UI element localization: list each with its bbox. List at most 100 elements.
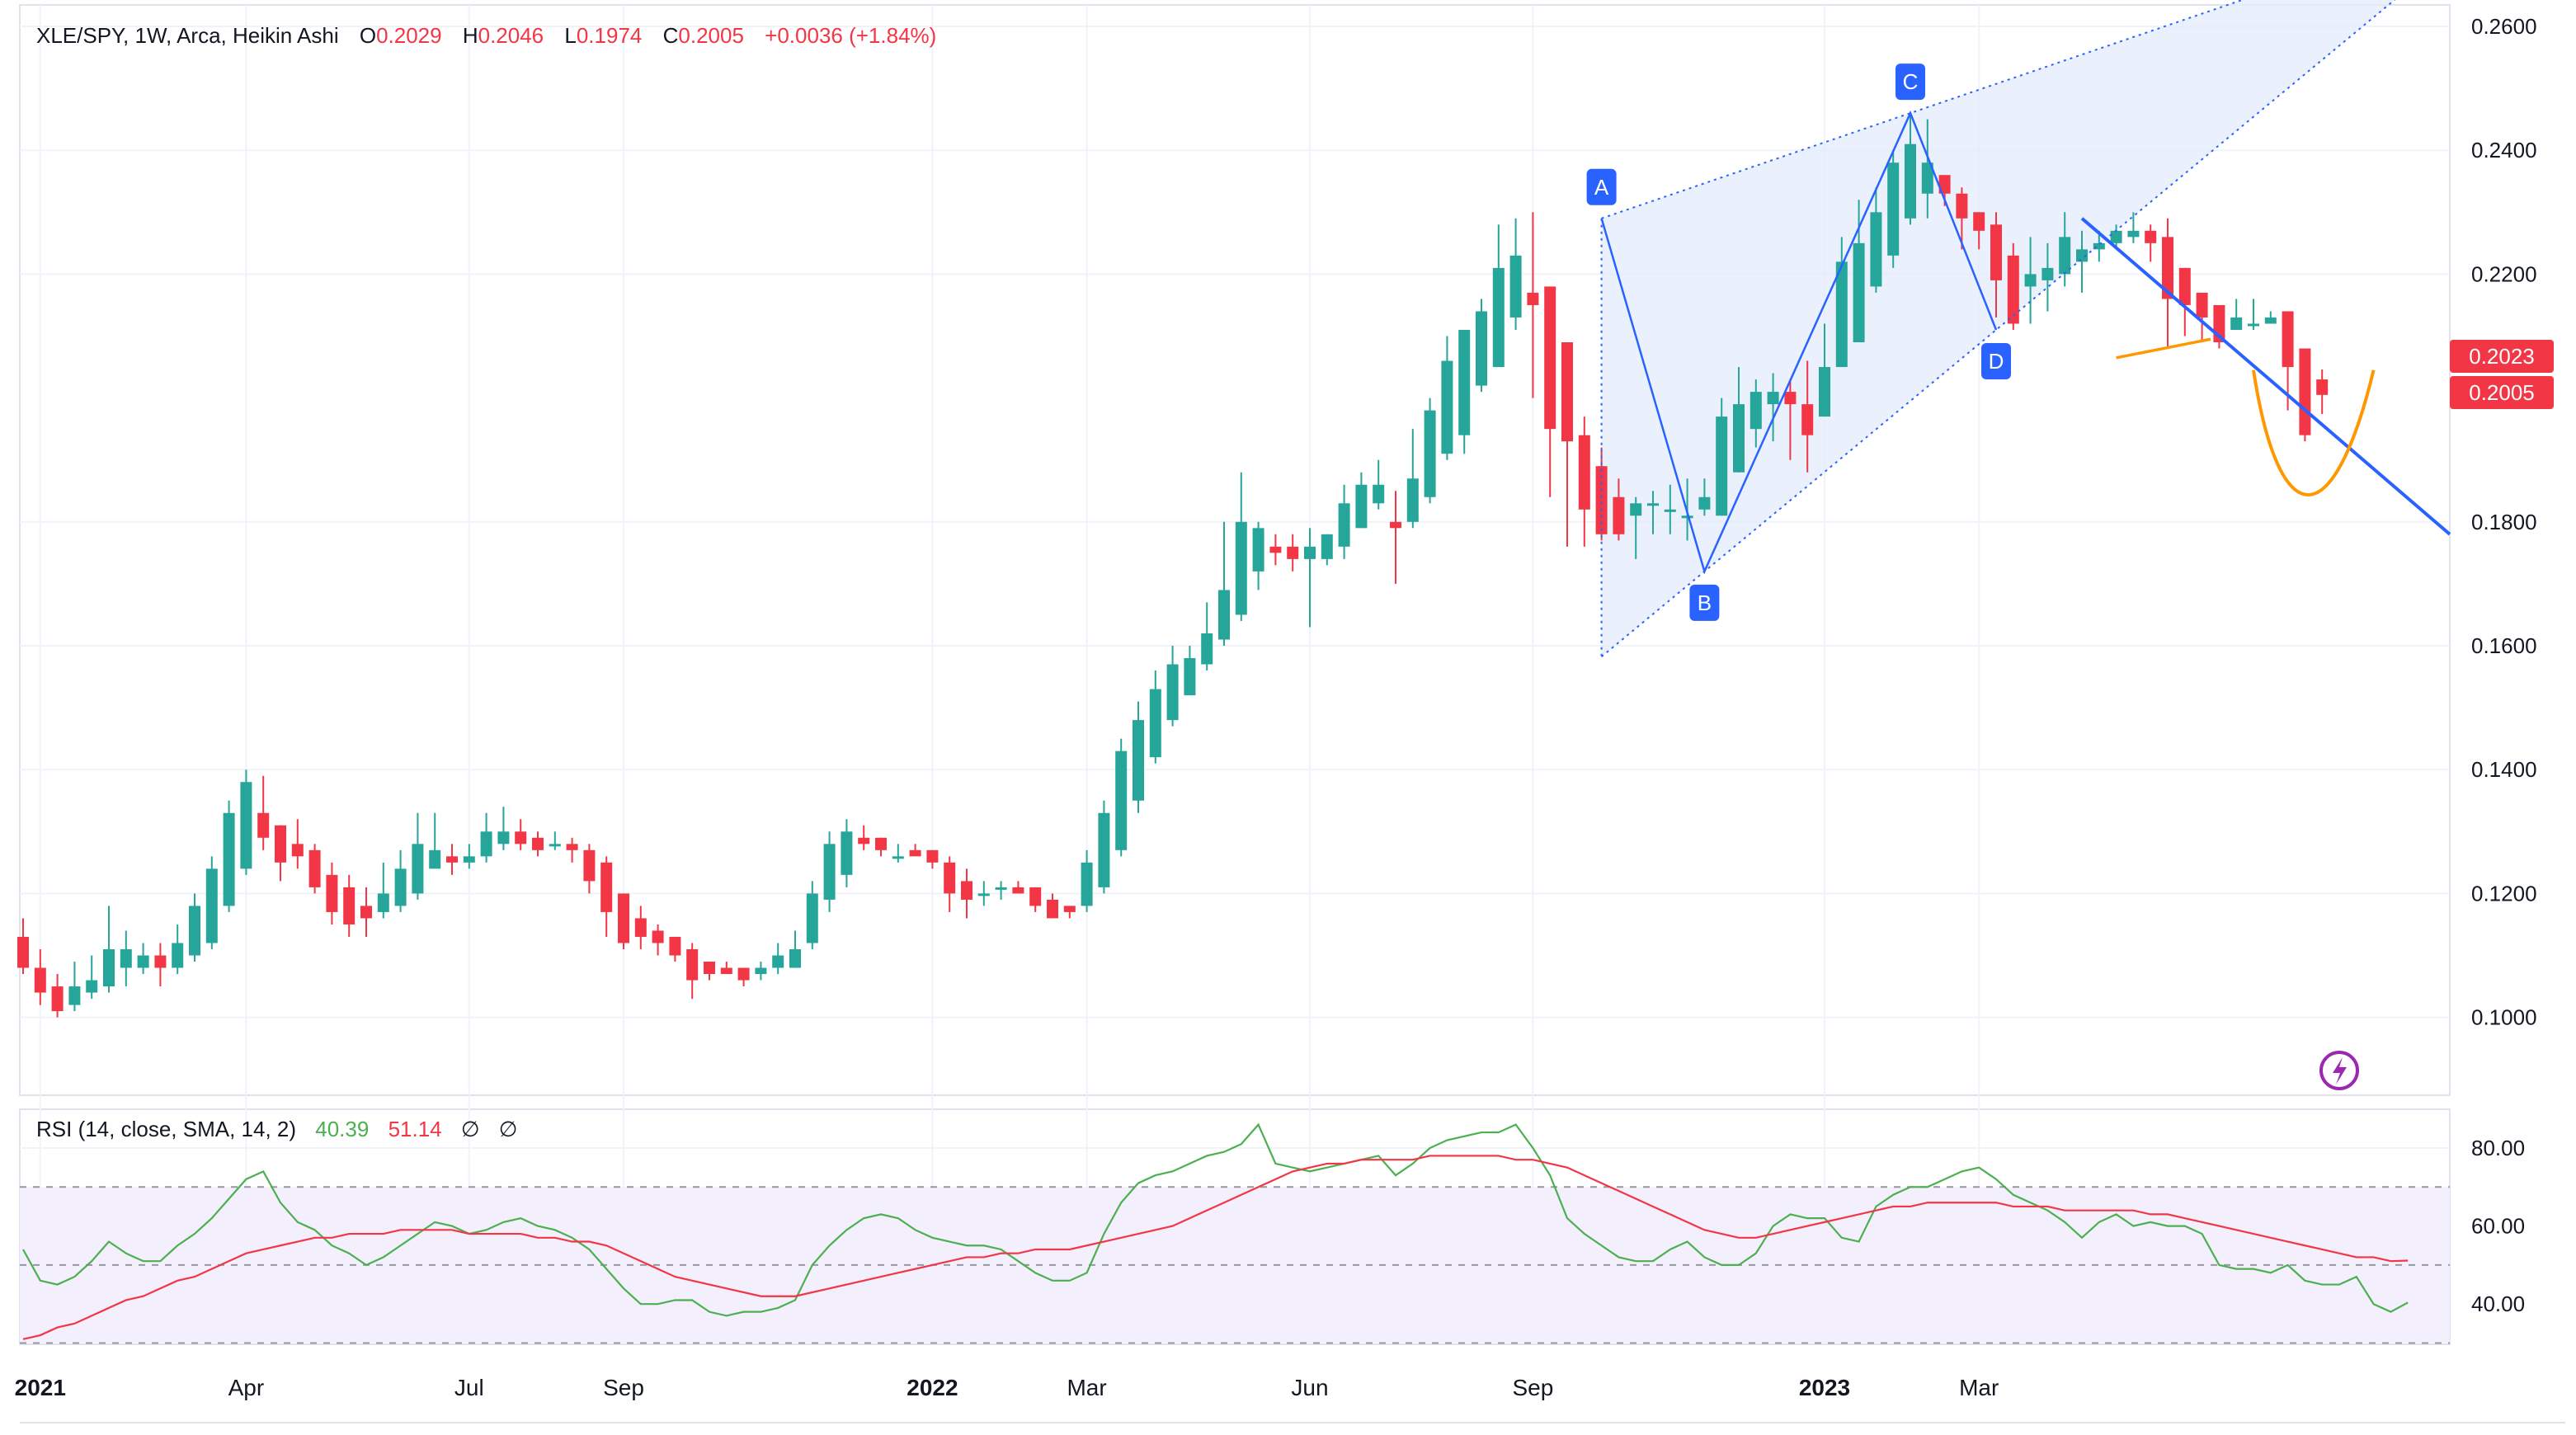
candle-body <box>412 844 424 894</box>
candle-body <box>308 849 321 887</box>
legend-symbol: XLE/SPY, 1W, Arca, Heikin Ashi <box>36 23 339 48</box>
candle-body <box>34 967 46 993</box>
candle-body <box>2248 323 2259 327</box>
candle-body <box>1647 503 1659 506</box>
candle-body <box>1304 546 1316 559</box>
candle-body <box>291 844 304 857</box>
candle-body <box>1509 255 1522 318</box>
candle-body <box>926 849 939 863</box>
time-tick-label: 2022 <box>907 1375 958 1400</box>
candle-body <box>515 831 527 845</box>
candle-body <box>566 844 578 850</box>
candle-body <box>2178 267 2191 305</box>
candle-body <box>1441 360 1453 454</box>
rsi-extra-2: ∅ <box>499 1117 518 1141</box>
candle-body <box>1252 528 1264 572</box>
candle-body <box>1098 812 1110 887</box>
candle-body <box>1047 899 1058 919</box>
candle-body <box>2145 230 2157 243</box>
candle-body <box>1012 887 1024 894</box>
price-tick-label: 0.1000 <box>2471 1005 2537 1030</box>
candle-body <box>737 967 750 981</box>
candle-body <box>257 812 270 838</box>
candle-body <box>446 856 458 863</box>
price-tick-label: 0.1200 <box>2471 881 2537 906</box>
pattern-point-label: C <box>1903 69 1919 94</box>
candle-body <box>394 868 407 906</box>
wedge-lower-line <box>1600 0 2396 658</box>
candle-body <box>103 948 115 987</box>
candle-body <box>977 893 990 896</box>
time-tick-label: Sep <box>603 1375 644 1400</box>
legend-l-label: L <box>564 23 576 48</box>
downtrend-line <box>2080 217 2451 536</box>
time-tick-label: Apr <box>228 1375 265 1400</box>
candle-body <box>429 849 441 869</box>
candle-body <box>326 874 338 912</box>
candle-body <box>2127 230 2140 238</box>
candle-body <box>377 893 389 912</box>
candle-body <box>1561 342 1573 442</box>
candle-body <box>1664 509 1676 512</box>
candle-body <box>1373 484 1385 504</box>
candle-body <box>1081 862 1093 906</box>
candle-body <box>1750 392 1762 430</box>
candle-body <box>1578 435 1590 510</box>
price-tick-label: 0.1600 <box>2471 633 2537 658</box>
lightning-icon[interactable] <box>2319 1051 2359 1090</box>
candle-body <box>1784 392 1797 405</box>
candle-body <box>2024 274 2037 287</box>
candle-body <box>223 812 235 906</box>
price-tick-label: 0.1400 <box>2471 757 2537 782</box>
pattern-lines: A B C D <box>1586 0 2396 658</box>
candle-body <box>1767 392 1779 405</box>
price-panel-frame <box>19 4 2451 1096</box>
legend-o-value: 0.2029 <box>376 23 442 48</box>
candle-body <box>909 849 921 857</box>
candle-body <box>2282 311 2294 368</box>
candle-body <box>549 844 561 847</box>
candle-body <box>1321 534 1333 559</box>
pattern-point-marker <box>1586 168 1617 205</box>
candle-body <box>858 837 870 845</box>
price-badge-1-text: 0.2023 <box>2469 344 2535 369</box>
rsi-extra-1: ∅ <box>461 1117 480 1141</box>
rsi-sma-value: 51.14 <box>389 1117 442 1141</box>
candle-body <box>532 837 544 850</box>
candle-body <box>583 849 596 882</box>
candle-body <box>1269 546 1282 553</box>
candle-body <box>1492 267 1505 368</box>
candle-body <box>1613 496 1625 534</box>
rsi-tick-label: 60.00 <box>2471 1214 2525 1239</box>
candle-body <box>995 887 1007 890</box>
candle-body <box>2162 237 2173 299</box>
candle-body <box>2196 292 2208 318</box>
candle-body <box>17 936 29 968</box>
candle-body <box>892 856 904 859</box>
candle-body <box>772 955 784 968</box>
candle-body <box>2041 267 2054 280</box>
candle-body <box>275 825 286 863</box>
candle-body <box>2059 237 2071 275</box>
candle-body <box>600 862 613 912</box>
time-tick-label: Jul <box>454 1375 484 1400</box>
candle-body <box>1716 416 1728 516</box>
candle-body <box>944 862 956 894</box>
candle-body <box>961 881 972 900</box>
candle-body <box>1338 503 1350 547</box>
legend-c-label: C <box>663 23 679 48</box>
candle-body <box>755 967 767 975</box>
candle-body <box>463 856 475 863</box>
price-tick-label: 0.2600 <box>2471 14 2537 39</box>
candle-body <box>669 936 681 956</box>
pattern-point-marker <box>1896 64 1925 101</box>
candle-body <box>86 980 98 993</box>
time-tick-label: 2023 <box>1799 1375 1850 1400</box>
candle-body <box>789 948 801 968</box>
rsi-title: RSI (14, close, SMA, 14, 2) <box>36 1117 296 1141</box>
candle-body <box>2093 242 2105 250</box>
candle-body <box>704 962 715 975</box>
candle-body <box>1406 478 1419 522</box>
candle-body <box>480 831 492 857</box>
